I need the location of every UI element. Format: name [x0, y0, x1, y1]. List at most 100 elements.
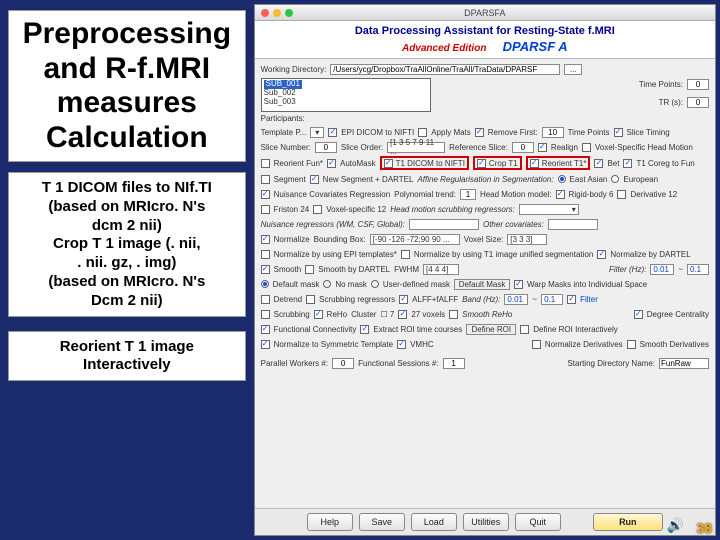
- reho-label: ReHo: [327, 310, 347, 319]
- working-dir-input[interactable]: [330, 64, 560, 75]
- quit-button[interactable]: Quit: [515, 513, 561, 531]
- hms-dropdown[interactable]: ▾: [519, 204, 579, 215]
- v27-checkbox[interactable]: ✓: [398, 310, 407, 319]
- row-masks: Nuisance regressors (WM, CSF, Global): O…: [261, 218, 709, 230]
- eastasian-label: East Asian: [570, 175, 608, 184]
- dc-checkbox[interactable]: ✓: [634, 310, 643, 319]
- norm-deriv-checkbox[interactable]: [532, 340, 541, 349]
- smooth-checkbox[interactable]: ✓: [261, 265, 270, 274]
- fwhm-input[interactable]: [4 4 4]: [423, 264, 459, 275]
- filter-hi-input[interactable]: 0.1: [687, 264, 709, 275]
- load-button[interactable]: Load: [411, 513, 457, 531]
- list-item[interactable]: Sub_003: [264, 97, 296, 106]
- reho-checkbox[interactable]: ✓: [314, 310, 323, 319]
- no-mask-radio[interactable]: [323, 280, 331, 288]
- vs-input[interactable]: [3 3 3]: [507, 234, 547, 245]
- epi-nifti-checkbox[interactable]: ✓: [328, 128, 337, 137]
- save-button[interactable]: Save: [359, 513, 405, 531]
- cluster-7[interactable]: ☐ 7: [380, 310, 394, 319]
- realign-checkbox[interactable]: ✓: [538, 143, 547, 152]
- user-mask-radio[interactable]: [371, 280, 379, 288]
- app-banner: Data Processing Assistant for Resting-St…: [255, 21, 715, 59]
- ref-slice-input[interactable]: [512, 142, 534, 153]
- fc-checkbox[interactable]: ✓: [261, 325, 270, 334]
- scrubbing-label: Scrubbing: [274, 310, 310, 319]
- newseg-checkbox[interactable]: ✓: [310, 175, 319, 184]
- remove-first-input[interactable]: [542, 127, 564, 138]
- band-hi-input[interactable]: 0.1: [541, 294, 563, 305]
- template-dropdown[interactable]: ▾: [310, 127, 324, 138]
- automask-checkbox[interactable]: ✓: [327, 159, 336, 168]
- body-line: (based on MRIcro. N's: [48, 273, 205, 290]
- filter-checkbox[interactable]: ✓: [567, 295, 576, 304]
- crop-t1-checkbox[interactable]: ✓: [477, 159, 486, 168]
- app-window: DPARSFA Data Processing Assistant for Re…: [254, 4, 716, 536]
- t1-nifti-checkbox[interactable]: ✓: [384, 159, 393, 168]
- sym-checkbox[interactable]: ✓: [261, 340, 270, 349]
- body-line: dcm 2 nii): [92, 217, 162, 234]
- friston24-checkbox[interactable]: [261, 205, 270, 214]
- segment-checkbox[interactable]: [261, 175, 270, 184]
- sub-line: Reorient T 1 image: [60, 338, 194, 355]
- scrubbing-checkbox[interactable]: [261, 310, 270, 319]
- define-roi-button[interactable]: Define ROI: [466, 324, 516, 335]
- titlebar: DPARSFA: [255, 5, 715, 21]
- default-mask-button[interactable]: Default Mask: [454, 279, 510, 290]
- define-roi-int-checkbox[interactable]: [520, 325, 529, 334]
- filter-lo-input[interactable]: 0.01: [650, 264, 674, 275]
- rigid6-label: Rigid-body 6: [569, 190, 614, 199]
- detrend-checkbox[interactable]: [261, 295, 270, 304]
- user-mask-label: User-defined mask: [383, 280, 450, 289]
- tr-input[interactable]: [687, 97, 709, 108]
- extract-roi-checkbox[interactable]: ✓: [360, 325, 369, 334]
- eastasian-radio[interactable]: [558, 175, 566, 183]
- t1coreg-checkbox[interactable]: ✓: [623, 159, 632, 168]
- default-mask-radio[interactable]: [261, 280, 269, 288]
- smooth-reho-checkbox[interactable]: [449, 310, 458, 319]
- bet-checkbox[interactable]: ✓: [594, 159, 603, 168]
- slice-order-input[interactable]: [1 3 5 7 9 11 ...: [387, 142, 445, 153]
- reorient-t1-checkbox[interactable]: ✓: [530, 159, 539, 168]
- func-sessions-input[interactable]: [443, 358, 465, 369]
- timepoints-input[interactable]: [687, 79, 709, 90]
- browse-button[interactable]: ...: [564, 64, 582, 75]
- smooth-deriv-checkbox[interactable]: [627, 340, 636, 349]
- starting-dir-input[interactable]: [659, 358, 709, 369]
- reorient-t1-label: Reorient T1*: [542, 159, 587, 168]
- other-cov-field[interactable]: [548, 219, 598, 230]
- reorient-fun-checkbox[interactable]: [261, 159, 270, 168]
- band-lo-input[interactable]: 0.01: [504, 294, 528, 305]
- button-row: Help Save Load Utilities Quit Run: [255, 508, 715, 535]
- vmhc-checkbox[interactable]: ✓: [397, 340, 406, 349]
- nuis-masks-field[interactable]: [409, 219, 479, 230]
- run-button[interactable]: Run: [593, 513, 663, 531]
- utilities-button[interactable]: Utilities: [463, 513, 509, 531]
- title-line: and R-f.MRI: [44, 52, 211, 85]
- der12-checkbox[interactable]: [617, 190, 626, 199]
- warp-masks-checkbox[interactable]: ✓: [514, 280, 523, 289]
- slice-timing-checkbox[interactable]: ✓: [614, 128, 623, 137]
- european-radio[interactable]: [611, 175, 619, 183]
- smooth-dartel-checkbox[interactable]: [305, 265, 314, 274]
- title-line: Calculation: [46, 121, 208, 154]
- voxhm-checkbox[interactable]: [582, 143, 591, 152]
- apply-mats-checkbox[interactable]: [418, 128, 427, 137]
- help-button[interactable]: Help: [307, 513, 353, 531]
- participants-list[interactable]: SUB_001 Sub_002 Sub_003: [261, 78, 431, 112]
- bb-input[interactable]: [-90 -126 -72;90 90 ...: [370, 234, 460, 245]
- poly-input[interactable]: [460, 189, 476, 200]
- parallel-workers-input[interactable]: [332, 358, 354, 369]
- list-item[interactable]: Sub_002: [264, 88, 296, 97]
- remove-first-checkbox[interactable]: ✓: [475, 128, 484, 137]
- nuisance-checkbox[interactable]: ✓: [261, 190, 270, 199]
- scrub-reg-checkbox[interactable]: [306, 295, 315, 304]
- slice-number-input[interactable]: [315, 142, 337, 153]
- alff-checkbox[interactable]: ✓: [399, 295, 408, 304]
- voxhm-label: Voxel-Specific Head Motion: [595, 143, 693, 152]
- normalize-checkbox[interactable]: ✓: [261, 235, 270, 244]
- rigid6-checkbox[interactable]: ✓: [556, 190, 565, 199]
- norm-epi-checkbox[interactable]: [261, 250, 270, 259]
- vs12-checkbox[interactable]: [313, 205, 322, 214]
- norm-t1-checkbox[interactable]: [401, 250, 410, 259]
- norm-dartel-checkbox[interactable]: ✓: [597, 250, 606, 259]
